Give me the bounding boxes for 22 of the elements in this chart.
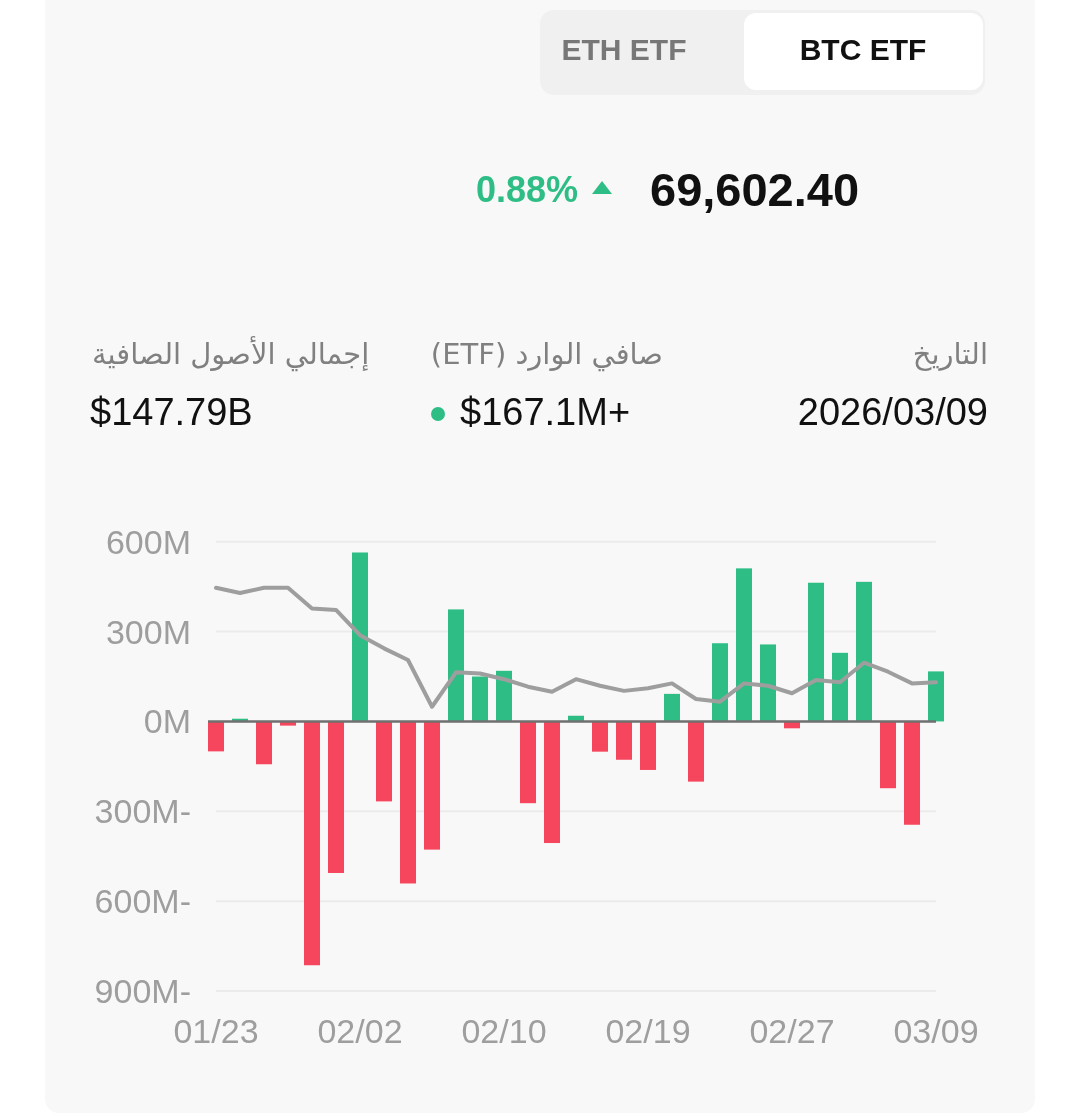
x-tick-label: 01/23	[173, 1012, 259, 1050]
text: 69,602.40	[650, 161, 860, 218]
x-tick-label: 02/19	[605, 1012, 691, 1050]
y-tick-label: 600M	[105, 522, 191, 561]
y-tick-label: -600M	[94, 882, 191, 921]
x-tick-label: 03/09	[893, 1012, 979, 1050]
text: BTC ETF	[799, 32, 927, 68]
text: التاريخ	[912, 336, 988, 372]
text: 0.88%	[475, 168, 578, 212]
text: ETH ETF	[561, 32, 687, 68]
y-tick-label: -900M	[94, 972, 191, 1010]
x-tick-label: 02/02	[317, 1012, 403, 1050]
y-tick-label: -300M	[94, 792, 191, 831]
text: $147.79B	[90, 390, 253, 436]
text: $167.1M+	[460, 390, 631, 436]
y-tick-label: 300M	[105, 612, 191, 651]
text: صافي الوارد (ETF)	[430, 336, 663, 372]
x-tick-label: 02/27	[749, 1012, 835, 1050]
text: إجمالي الأصول الصافية	[92, 336, 370, 372]
y-tick-label: 0M	[143, 702, 191, 741]
text: 2026/03/09	[797, 390, 988, 436]
x-tick-label: 02/10	[461, 1012, 547, 1050]
